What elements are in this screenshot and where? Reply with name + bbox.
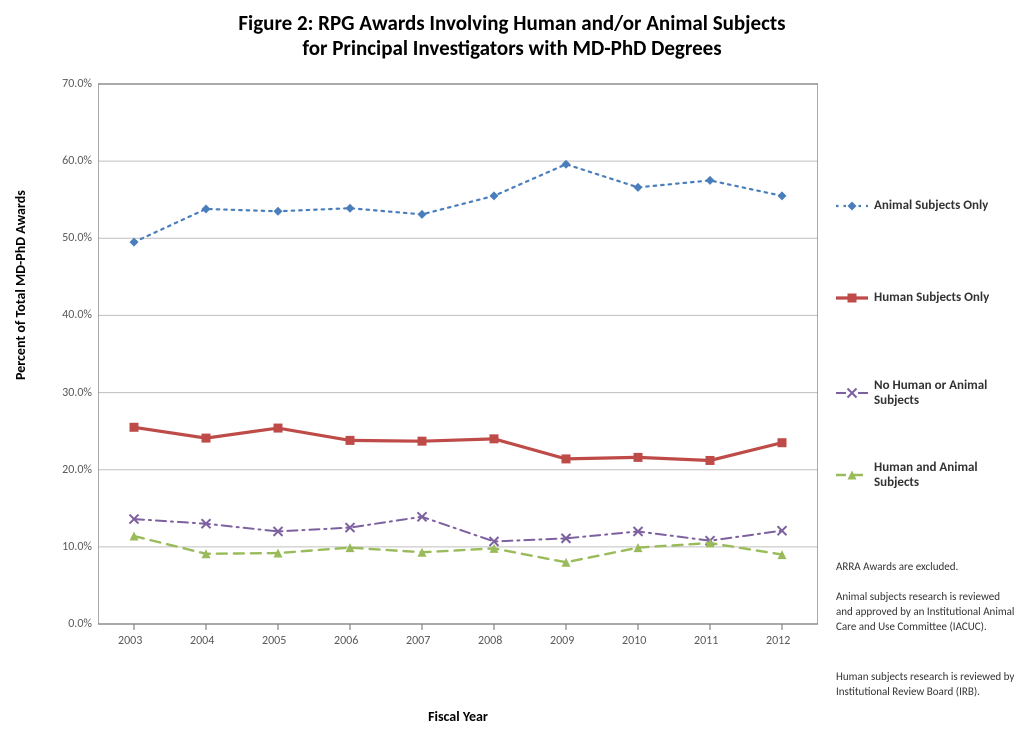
x-tick-label: 2004 (190, 634, 214, 648)
legend-swatch-icon (836, 468, 868, 482)
x-tick-label: 2010 (622, 634, 646, 648)
series-human-and-animal-subjects (130, 532, 787, 567)
y-tick-label: 40.0% (62, 308, 92, 322)
footnote: ARRA Awards are excluded. (836, 560, 1016, 575)
legend-swatch-icon (836, 291, 868, 305)
chart-title-line1: Figure 2: RPG Awards Involving Human and… (0, 10, 1024, 36)
legend-swatch-icon (836, 199, 868, 213)
chart-plot-area (98, 70, 818, 660)
series-animal-subjects-only (130, 160, 787, 247)
y-tick-label: 60.0% (62, 154, 92, 168)
legend-swatch-icon (836, 386, 868, 400)
legend-label: Animal Subjects Only (874, 198, 988, 213)
legend-label: No Human or Animal Subjects (874, 378, 1016, 408)
x-tick-label: 2012 (766, 634, 790, 648)
x-tick-label: 2008 (478, 634, 502, 648)
legend-item: Human and Animal Subjects (836, 460, 1016, 490)
x-tick-label: 2009 (550, 634, 574, 648)
y-tick-label: 50.0% (62, 231, 92, 245)
y-tick-label: 20.0% (62, 463, 92, 477)
legend-item: Human Subjects Only (836, 290, 1016, 305)
y-axis-label: Percent of Total MD-PhD Awards (12, 190, 29, 380)
footnote: Animal subjects research is reviewed and… (836, 590, 1016, 635)
legend-item: No Human or Animal Subjects (836, 378, 1016, 408)
legend-label: Human Subjects Only (874, 290, 989, 305)
x-tick-label: 2011 (694, 634, 718, 648)
chart-title-line2: for Principal Investigators with MD-PhD … (0, 35, 1024, 61)
x-tick-label: 2005 (262, 634, 286, 648)
footnote: Human subjects research is reviewed by I… (836, 670, 1016, 700)
legend-item: Animal Subjects Only (836, 198, 1016, 213)
x-axis-label: Fiscal Year (98, 708, 818, 725)
y-tick-label: 30.0% (62, 386, 92, 400)
figure-container: { "title_line1": "Figure 2: RPG Awards I… (0, 0, 1024, 746)
x-tick-label: 2006 (334, 634, 358, 648)
x-tick-label: 2003 (118, 634, 142, 648)
y-tick-label: 0.0% (68, 617, 92, 631)
y-tick-label: 10.0% (62, 540, 92, 554)
y-tick-label: 70.0% (62, 77, 92, 91)
legend-label: Human and Animal Subjects (874, 460, 1016, 490)
x-tick-label: 2007 (406, 634, 430, 648)
series-human-subjects-only (130, 423, 787, 465)
series-no-human-or-animal-subjects (130, 512, 787, 546)
